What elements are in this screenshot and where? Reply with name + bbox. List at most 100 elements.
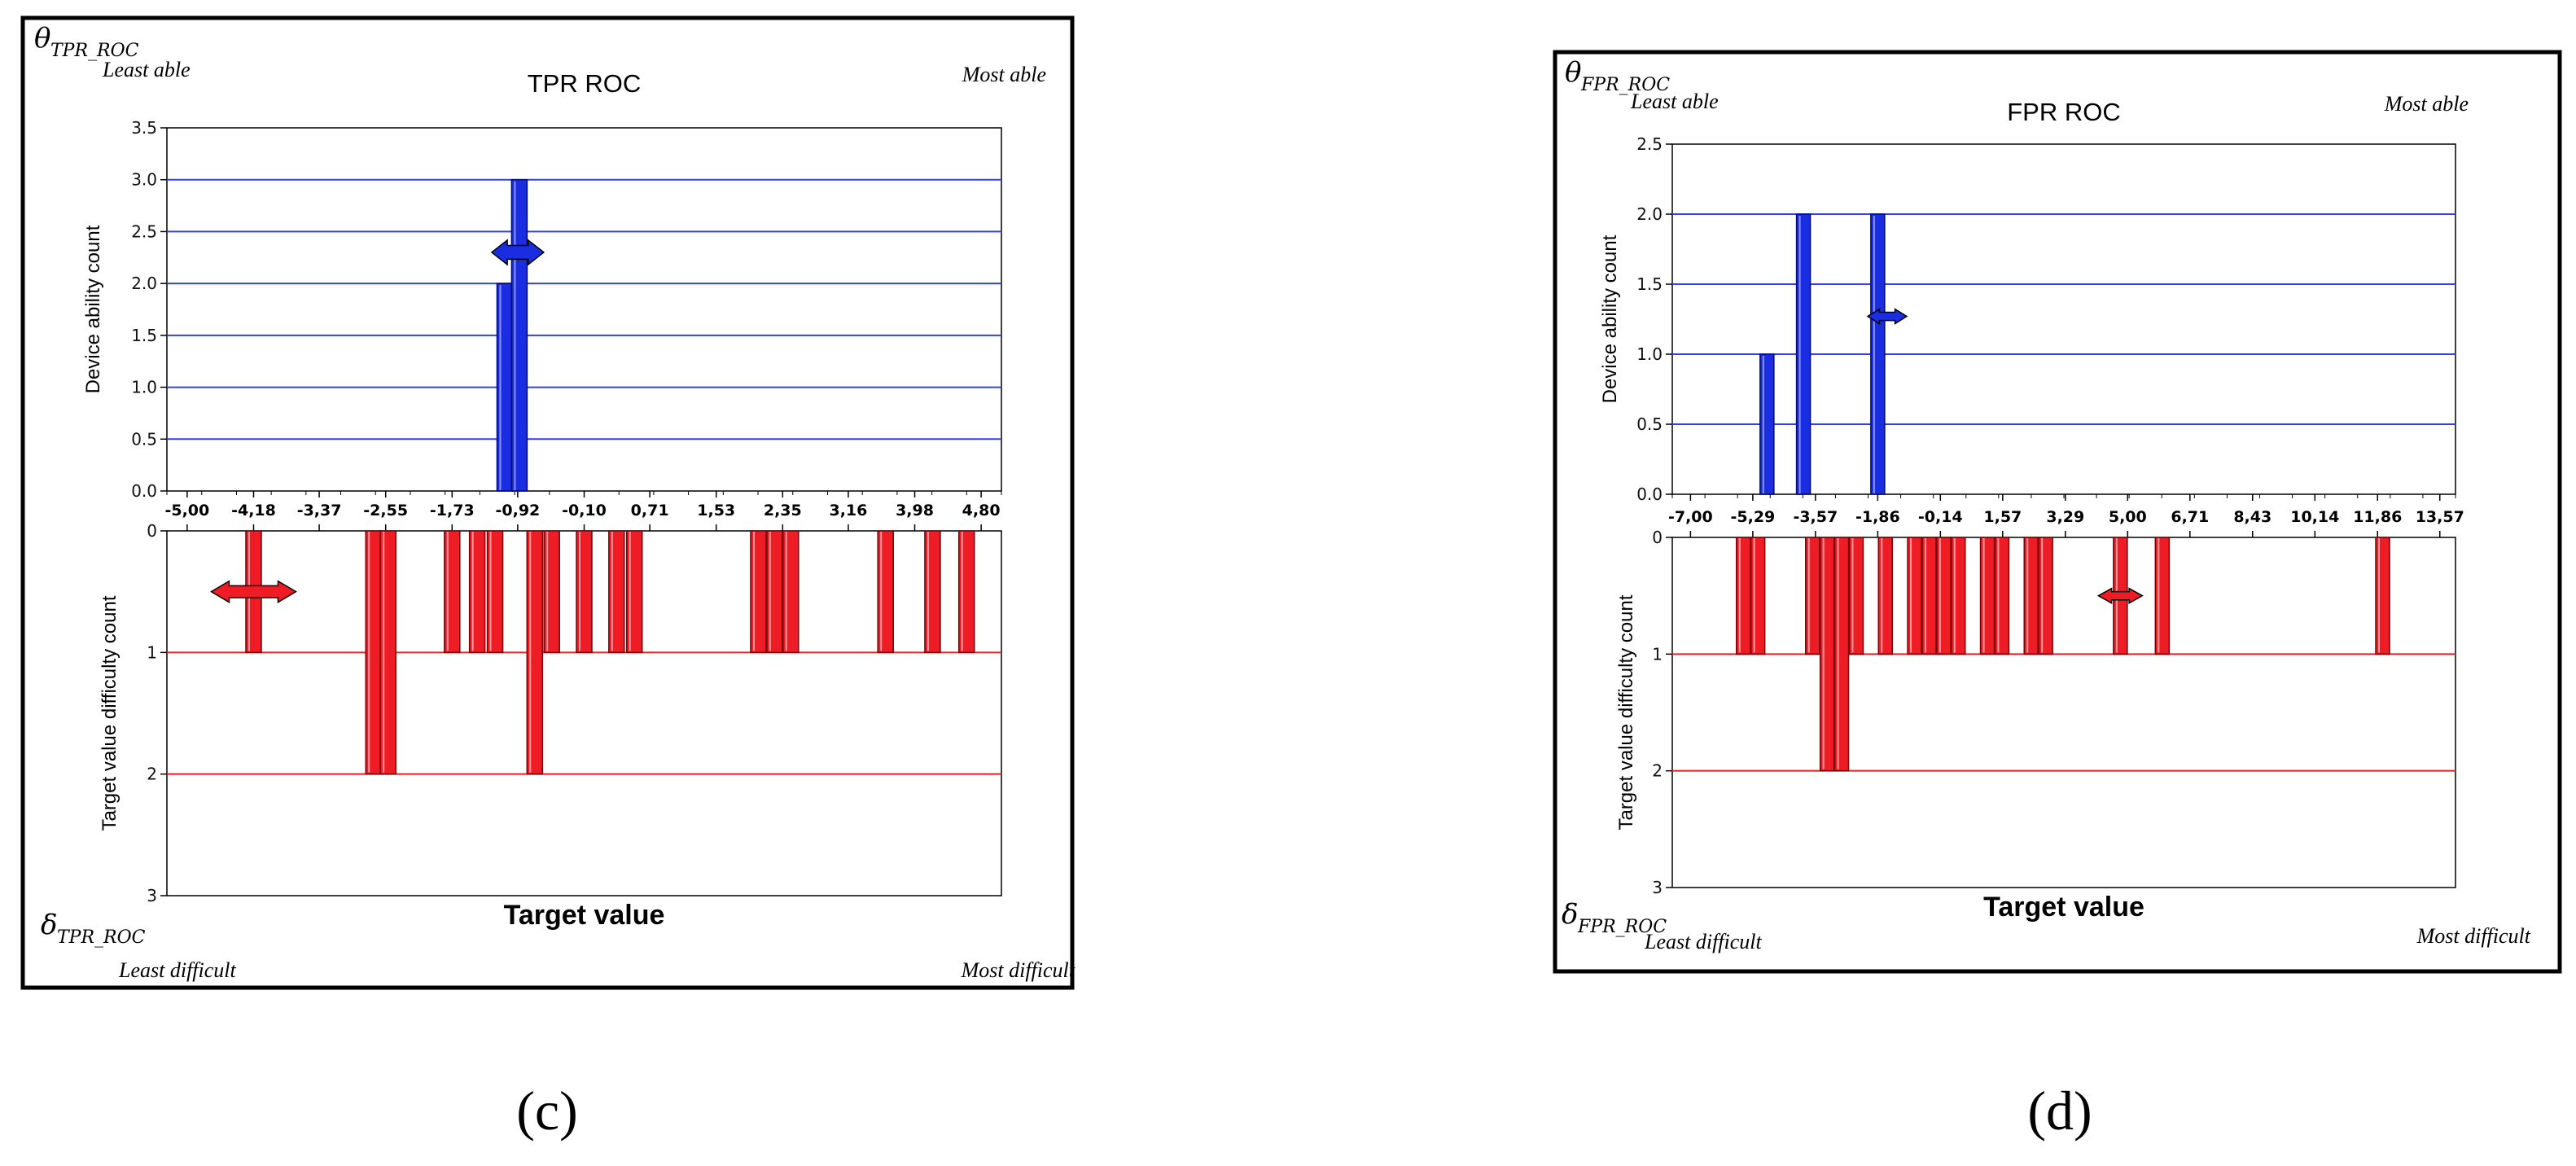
difficulty-bar xyxy=(766,530,783,654)
difficulty-bar xyxy=(468,530,486,654)
x-tick-label: 3,29 xyxy=(2046,508,2084,526)
difficulty-bar xyxy=(957,530,975,654)
difficulty-bar xyxy=(1833,537,1850,772)
x-tick-label: 6,71 xyxy=(2171,508,2209,526)
y-tick-label: 0.5 xyxy=(1636,414,1663,434)
panel-frame xyxy=(1553,50,2562,974)
y-tick-label: 1.0 xyxy=(131,378,157,397)
difficulty-bar xyxy=(486,530,504,654)
difficulty-bar xyxy=(1936,537,1952,655)
y-tick-label: 3.0 xyxy=(131,170,157,190)
x-tick-label: -7,00 xyxy=(1668,508,1713,526)
panel-d: 0.0 0.5 1.0 1.5 2.0 2.5 0 1 2 3 -7,00 -5,29 -3,57 -1,… xyxy=(1553,50,2562,1142)
difficulty-bar xyxy=(1979,537,1996,655)
x-tick-label: 13,57 xyxy=(2416,508,2464,526)
difficulty-bar xyxy=(379,530,396,775)
chart-title: TPR ROC xyxy=(528,69,642,98)
y-axis-label-bottom: Target value difficulty count xyxy=(99,595,120,831)
y-tick-label: 2.5 xyxy=(1636,134,1663,154)
ability-bar xyxy=(510,178,528,492)
ability-bar xyxy=(496,283,514,492)
x-tick-label: -3,37 xyxy=(297,502,342,519)
x-tick-label: -0,14 xyxy=(1918,508,1963,526)
difficulty-bar xyxy=(1750,537,1766,655)
difficulty-bar xyxy=(365,530,383,775)
delta-subscript: TPR_ROC xyxy=(57,927,146,948)
x-tick-label: 3,98 xyxy=(896,502,934,519)
x-tick-label: -5,00 xyxy=(164,502,209,519)
y-tick-label: 1.0 xyxy=(1636,344,1663,364)
x-tick-label: 11,86 xyxy=(2353,508,2402,526)
delta-symbol: δ xyxy=(41,909,57,941)
difficulty-bar xyxy=(625,530,643,654)
x-tick-label: 5,00 xyxy=(2109,508,2147,526)
y-axis-label-top: Device ability count xyxy=(1599,235,1621,403)
most-able-label: Most able xyxy=(2384,92,2469,116)
y-tick-label: 2 xyxy=(147,765,157,784)
least-able-label: Least able xyxy=(1630,90,1719,113)
chart-title: FPR ROC xyxy=(2007,98,2121,126)
most-able-label: Most able xyxy=(962,63,1046,86)
ability-bar xyxy=(1870,213,1886,495)
most-difficult-label: Most difficult xyxy=(961,958,1076,982)
x-tick-label: 2,35 xyxy=(764,502,802,519)
difficulty-bar xyxy=(1848,537,1864,655)
x-tick-label: 4,80 xyxy=(962,502,1001,519)
y-tick-label: 1 xyxy=(1652,644,1663,664)
double-arrow-icon xyxy=(490,239,545,266)
difficulty-bar xyxy=(1994,537,2010,655)
x-tick-label: 1,53 xyxy=(697,502,735,519)
x-tick-label: 8,43 xyxy=(2233,508,2272,526)
difficulty-bar xyxy=(526,530,544,775)
x-tick-label: -0,92 xyxy=(496,502,541,519)
difficulty-bar xyxy=(608,530,625,654)
x-tick-label: -2,55 xyxy=(363,502,408,519)
y-tick-label: 2.5 xyxy=(131,221,157,241)
double-arrow-icon xyxy=(2096,587,2144,604)
ability-plot-area xyxy=(1671,143,2456,495)
y-tick-label: 0.5 xyxy=(131,429,157,449)
difficulty-bar xyxy=(782,530,800,654)
x-tick-label: -1,73 xyxy=(430,502,475,519)
theta-symbol: θ xyxy=(1565,56,1581,89)
double-arrow-icon xyxy=(210,580,297,603)
delta-symbol: δ xyxy=(1562,898,1578,931)
panel-caption: (c) xyxy=(516,1080,577,1142)
y-tick-label: 1 xyxy=(147,642,157,662)
y-tick-label: 0 xyxy=(1652,528,1663,547)
y-tick-label: 2.0 xyxy=(1636,204,1663,224)
y-tick-label: 3 xyxy=(147,886,157,905)
difficulty-bar xyxy=(2154,537,2171,655)
most-difficult-label: Most difficult xyxy=(2416,924,2531,948)
y-tick-label: 3 xyxy=(1652,878,1663,897)
y-tick-label: 0.0 xyxy=(1636,484,1663,504)
difficulty-bar xyxy=(924,530,941,654)
difficulty-bar xyxy=(576,530,593,654)
difficulty-bar xyxy=(1736,537,1751,655)
y-tick-label: 0 xyxy=(147,521,157,541)
x-tick-label: 10,14 xyxy=(2290,508,2339,526)
ability-bar xyxy=(1795,213,1812,495)
x-tick-label: -1,86 xyxy=(1855,508,1900,526)
y-tick-label: 1.5 xyxy=(131,326,157,345)
difficulty-bar xyxy=(750,530,767,654)
x-tick-label: 0,71 xyxy=(631,502,669,519)
x-axis-label: Target value xyxy=(1983,892,2144,923)
theta-subscript: FPR_ROC xyxy=(1580,75,1670,95)
y-tick-label: 0.0 xyxy=(131,481,157,501)
y-axis-label-bottom: Target value difficulty count xyxy=(1615,594,1637,830)
x-tick-label: 1,57 xyxy=(1983,508,2022,526)
x-tick-label: -4,18 xyxy=(231,502,276,519)
ability-bar xyxy=(1759,353,1775,495)
y-axis-label-top: Device ability count xyxy=(82,225,104,393)
difficulty-bar xyxy=(1907,537,1922,655)
least-able-label: Least able xyxy=(102,58,191,81)
x-tick-label: -5,29 xyxy=(1731,508,1776,526)
x-tick-label: 3,16 xyxy=(829,502,867,519)
y-tick-label: 1.5 xyxy=(1636,274,1663,294)
difficulty-bar xyxy=(877,530,894,654)
panel-frame xyxy=(20,15,1075,990)
x-tick-label: -0,10 xyxy=(562,502,607,519)
panel-c: 0.0 0.5 1.0 1.5 2.0 2.5 3.0 3.5 0 1 2 3 -5,00 -4,18 -3… xyxy=(20,15,1076,1142)
